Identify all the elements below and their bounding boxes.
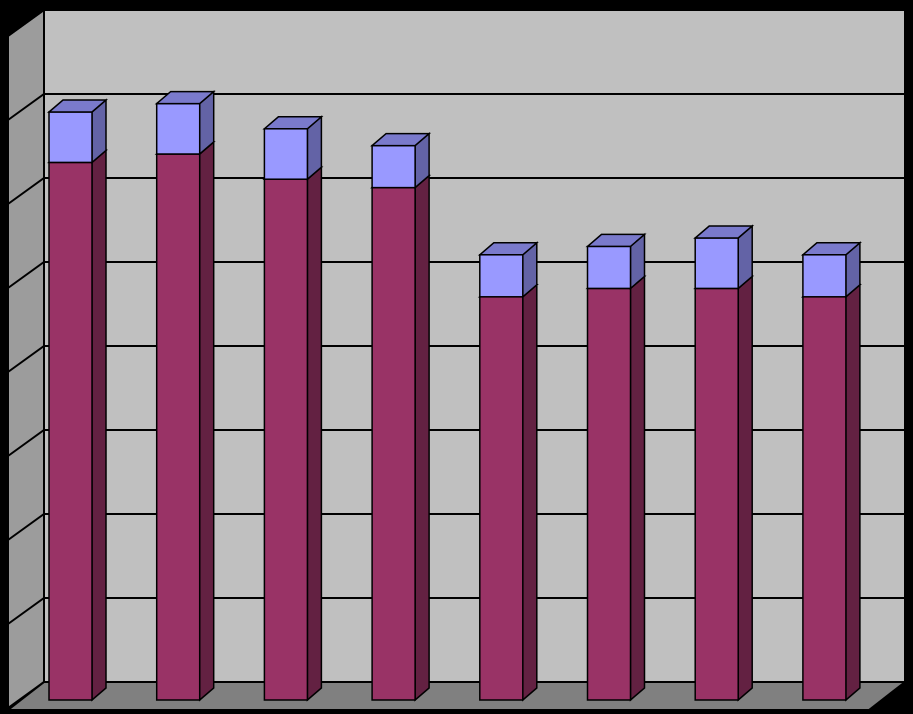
bar-side <box>845 283 861 702</box>
bar <box>694 237 739 290</box>
bar-side <box>737 274 753 702</box>
bar-top <box>585 233 647 248</box>
bar-top <box>154 90 216 105</box>
bar <box>586 287 632 701</box>
bar-side <box>522 283 538 702</box>
bar-top <box>477 242 539 256</box>
bar-top <box>46 99 109 113</box>
bar <box>586 245 632 290</box>
bar <box>263 128 309 180</box>
bar <box>802 296 847 701</box>
bar-top <box>370 132 432 147</box>
bar <box>371 186 416 701</box>
bar-side <box>306 165 323 702</box>
grid-line <box>7 177 905 205</box>
bar <box>802 254 847 298</box>
bar <box>48 161 93 701</box>
bar <box>263 178 309 701</box>
bar <box>694 287 739 701</box>
bar <box>479 254 524 298</box>
bar-side <box>414 173 430 702</box>
bar <box>479 296 524 701</box>
bar <box>155 102 201 155</box>
bar <box>155 153 201 701</box>
grid-line <box>7 9 905 37</box>
bar-top <box>262 116 324 130</box>
bar <box>48 111 93 164</box>
bar-top <box>800 242 862 256</box>
bar-side <box>629 274 646 702</box>
bars <box>46 89 862 702</box>
floor <box>5 681 908 711</box>
bar-top <box>693 225 755 239</box>
bar <box>371 144 416 189</box>
bar-side <box>91 148 107 702</box>
grid-line <box>7 93 905 121</box>
bar-side <box>198 140 215 702</box>
